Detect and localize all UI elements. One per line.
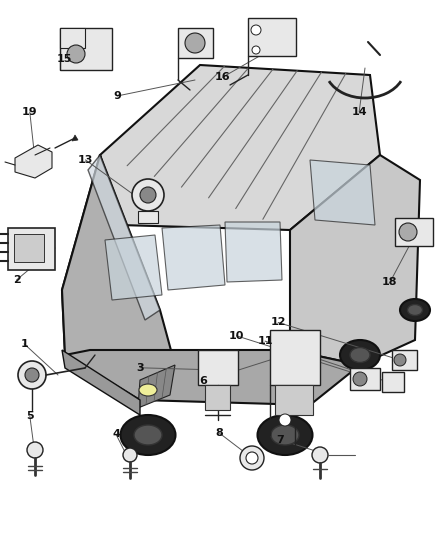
Circle shape [399,223,417,241]
Text: 19: 19 [22,107,38,117]
Text: 12: 12 [270,318,286,327]
FancyBboxPatch shape [205,385,230,410]
Ellipse shape [350,348,370,362]
Ellipse shape [258,415,312,455]
Ellipse shape [407,304,423,316]
Circle shape [394,354,406,366]
Ellipse shape [340,340,380,370]
Polygon shape [62,350,140,415]
Text: 10: 10 [229,331,244,341]
FancyBboxPatch shape [198,350,238,385]
Text: 11: 11 [257,336,273,346]
Polygon shape [62,155,175,400]
Circle shape [18,361,46,389]
Circle shape [251,25,261,35]
Circle shape [123,448,137,462]
Polygon shape [72,135,78,141]
Polygon shape [100,65,380,230]
Ellipse shape [400,299,430,321]
Ellipse shape [134,425,162,445]
Ellipse shape [271,425,299,445]
FancyBboxPatch shape [382,372,404,392]
Circle shape [353,372,367,386]
FancyBboxPatch shape [270,330,320,385]
FancyBboxPatch shape [138,211,158,223]
FancyBboxPatch shape [60,28,85,48]
Circle shape [185,33,205,53]
FancyBboxPatch shape [14,234,44,262]
Text: 5: 5 [26,411,34,421]
Polygon shape [62,155,120,355]
Circle shape [67,45,85,63]
Text: 8: 8 [215,428,223,438]
Polygon shape [15,145,52,178]
Circle shape [240,446,264,470]
FancyBboxPatch shape [350,368,380,390]
Circle shape [252,46,260,54]
Polygon shape [310,160,375,225]
Polygon shape [290,155,420,365]
Text: 9: 9 [113,91,121,101]
Ellipse shape [120,415,176,455]
Polygon shape [105,235,162,300]
Text: 4: 4 [112,430,120,439]
Text: 16: 16 [215,72,230,82]
Text: 6: 6 [200,376,208,386]
Text: 15: 15 [57,54,73,63]
Circle shape [27,442,43,458]
Polygon shape [8,228,55,270]
Text: 18: 18 [382,278,398,287]
Ellipse shape [139,384,157,396]
FancyBboxPatch shape [178,28,213,58]
Circle shape [25,368,39,382]
FancyBboxPatch shape [248,18,296,56]
Polygon shape [88,155,160,320]
FancyBboxPatch shape [60,28,112,70]
FancyBboxPatch shape [395,218,433,246]
Text: 13: 13 [78,155,93,165]
Polygon shape [162,225,225,290]
Polygon shape [138,365,175,408]
Text: 7: 7 [276,435,284,445]
Polygon shape [225,222,282,282]
Text: 14: 14 [351,107,367,117]
FancyBboxPatch shape [392,350,417,370]
Circle shape [279,414,291,426]
Circle shape [140,187,156,203]
Text: 3: 3 [136,363,144,373]
Circle shape [132,179,164,211]
Text: 2: 2 [13,275,21,285]
Circle shape [246,452,258,464]
Text: 1: 1 [20,339,28,349]
Circle shape [312,447,328,463]
Polygon shape [65,350,360,405]
FancyBboxPatch shape [275,385,313,415]
